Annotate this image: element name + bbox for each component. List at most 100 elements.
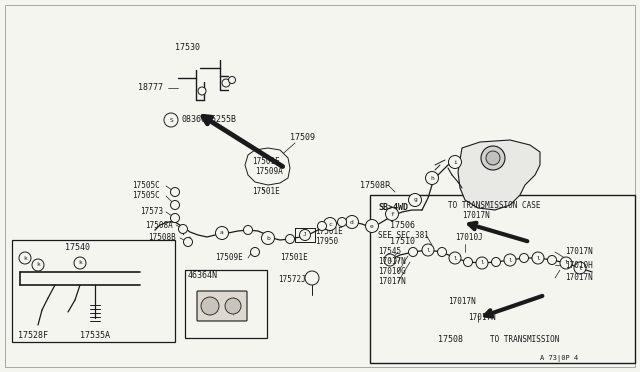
- Circle shape: [323, 218, 337, 231]
- Circle shape: [438, 247, 447, 257]
- Text: 17508: 17508: [438, 336, 463, 344]
- Circle shape: [449, 252, 461, 264]
- Text: 17501E: 17501E: [252, 187, 280, 196]
- Circle shape: [426, 171, 438, 185]
- Text: SB>4WD: SB>4WD: [378, 203, 408, 212]
- FancyBboxPatch shape: [370, 195, 635, 363]
- Circle shape: [408, 193, 422, 206]
- Circle shape: [32, 259, 44, 271]
- Text: l: l: [426, 247, 430, 253]
- Text: 17505C: 17505C: [132, 182, 160, 190]
- Circle shape: [463, 257, 472, 266]
- Circle shape: [19, 252, 31, 264]
- Circle shape: [520, 253, 529, 263]
- Text: 08360-6255B: 08360-6255B: [181, 115, 236, 125]
- Text: 17545: 17545: [378, 247, 401, 257]
- Text: 17530: 17530: [175, 42, 200, 51]
- Text: 17509: 17509: [290, 132, 315, 141]
- Circle shape: [250, 247, 259, 257]
- Text: TO TRANSMISSION: TO TRANSMISSION: [490, 336, 559, 344]
- FancyBboxPatch shape: [12, 240, 175, 342]
- Text: 17572J: 17572J: [278, 276, 306, 285]
- Text: 17017N: 17017N: [565, 273, 593, 282]
- Circle shape: [408, 247, 417, 257]
- Text: i: i: [453, 160, 457, 164]
- Circle shape: [385, 208, 399, 221]
- Circle shape: [228, 77, 236, 83]
- Text: 17010H: 17010H: [565, 260, 593, 269]
- Circle shape: [422, 244, 434, 256]
- Text: A 73|0P 4: A 73|0P 4: [540, 355, 579, 362]
- Text: h: h: [430, 176, 434, 180]
- Text: J: J: [303, 232, 307, 237]
- Circle shape: [337, 218, 346, 227]
- Text: k: k: [23, 256, 27, 260]
- Text: l: l: [578, 266, 582, 270]
- Text: l: l: [453, 256, 457, 260]
- Text: d: d: [350, 219, 354, 224]
- Text: 17509E: 17509E: [215, 253, 243, 263]
- Circle shape: [449, 155, 461, 169]
- Text: l: l: [480, 260, 484, 266]
- Circle shape: [384, 254, 396, 266]
- Polygon shape: [245, 148, 290, 185]
- Circle shape: [317, 221, 326, 231]
- Circle shape: [300, 230, 310, 241]
- Text: e: e: [370, 224, 374, 228]
- Text: l: l: [564, 260, 568, 266]
- Circle shape: [476, 257, 488, 269]
- Circle shape: [486, 151, 500, 165]
- Text: 17508P: 17508P: [360, 180, 390, 189]
- Text: 17505C: 17505C: [132, 192, 160, 201]
- Circle shape: [170, 214, 179, 222]
- Text: 17501E: 17501E: [252, 157, 280, 167]
- Text: 17017N: 17017N: [378, 257, 406, 266]
- Text: f: f: [390, 212, 394, 217]
- Text: k: k: [36, 263, 40, 267]
- Circle shape: [346, 215, 358, 228]
- Circle shape: [492, 257, 500, 266]
- Circle shape: [74, 257, 86, 269]
- Circle shape: [170, 201, 179, 209]
- Text: 17535A: 17535A: [80, 331, 110, 340]
- Circle shape: [365, 219, 378, 232]
- Circle shape: [532, 252, 544, 264]
- Text: a: a: [220, 231, 224, 235]
- Text: g: g: [413, 198, 417, 202]
- Circle shape: [222, 79, 230, 87]
- Text: 46364N: 46364N: [188, 270, 218, 279]
- Text: 17017N: 17017N: [448, 298, 476, 307]
- Text: 17010J: 17010J: [455, 232, 483, 241]
- Text: l: l: [388, 257, 392, 263]
- Text: b: b: [266, 235, 270, 241]
- Text: c: c: [328, 221, 332, 227]
- Circle shape: [504, 254, 516, 266]
- Circle shape: [201, 297, 219, 315]
- Text: 17501E: 17501E: [280, 253, 308, 263]
- FancyBboxPatch shape: [185, 270, 267, 338]
- Circle shape: [225, 298, 241, 314]
- Text: 17017N: 17017N: [378, 278, 406, 286]
- Text: 17017N: 17017N: [468, 314, 496, 323]
- Text: 17017N: 17017N: [565, 247, 593, 257]
- Text: k: k: [78, 260, 82, 266]
- Circle shape: [547, 256, 557, 264]
- Circle shape: [184, 237, 193, 247]
- Circle shape: [560, 257, 572, 269]
- Circle shape: [481, 146, 505, 170]
- Text: 17017N: 17017N: [462, 212, 490, 221]
- Polygon shape: [458, 140, 540, 210]
- Text: S: S: [169, 118, 173, 122]
- Circle shape: [285, 234, 294, 244]
- FancyBboxPatch shape: [197, 291, 247, 321]
- Text: l: l: [508, 257, 512, 263]
- Text: 17506: 17506: [390, 221, 415, 230]
- Text: 17508B: 17508B: [148, 234, 176, 243]
- Text: 17501E: 17501E: [315, 228, 343, 237]
- Circle shape: [216, 227, 228, 240]
- Circle shape: [574, 262, 586, 274]
- Circle shape: [179, 224, 188, 234]
- Text: 17509A: 17509A: [255, 167, 283, 176]
- Text: 17573: 17573: [140, 208, 163, 217]
- Circle shape: [262, 231, 275, 244]
